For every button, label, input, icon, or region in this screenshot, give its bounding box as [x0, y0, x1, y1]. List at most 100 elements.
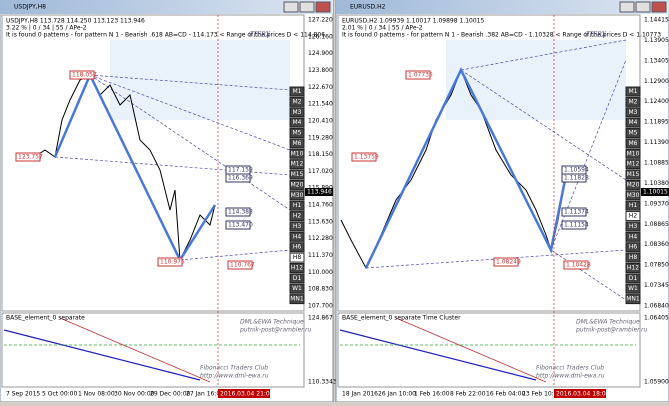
sub-pane [337, 312, 641, 388]
sub-title: BASE_element_0 separate Time Cluster [342, 315, 461, 322]
timeframe-button[interactable] [625, 252, 641, 263]
timeframe-button[interactable] [625, 169, 641, 180]
point-label-box [563, 260, 589, 270]
timeframe-button[interactable] [625, 86, 641, 97]
current-time-box [554, 389, 606, 398]
timeframe-button[interactable] [289, 252, 305, 263]
point-label: 1.11828 [564, 175, 589, 182]
timeframe-label: MN1 [290, 296, 304, 303]
sub-axis-label: 1.05900 [644, 379, 669, 386]
timeframe-label: H12 [627, 264, 639, 271]
timeframe-label: H2 [629, 213, 638, 220]
window-button[interactable] [283, 1, 299, 13]
window-button[interactable] [619, 1, 635, 13]
timeframe-label: M10 [627, 150, 640, 157]
timeframe-button[interactable] [289, 200, 305, 211]
timeframe-button[interactable] [625, 262, 641, 273]
timeframe-button[interactable] [625, 273, 641, 284]
timeframe-label: D1 [293, 275, 302, 282]
timeframe-button[interactable] [625, 231, 641, 242]
timeframe-button[interactable] [625, 221, 641, 232]
time-label: 29 Dec 00:00 [150, 391, 191, 398]
timeframe-button[interactable] [625, 211, 641, 222]
timeframe-label: D1 [629, 275, 638, 282]
price-label: 1.12900 [644, 78, 669, 85]
timeframe-button[interactable] [289, 169, 305, 180]
timeframe-label: M10 [291, 150, 304, 157]
timeframe-button[interactable] [289, 86, 305, 97]
point-label: 1.10428 [566, 262, 591, 269]
timeframe-button[interactable] [625, 200, 641, 211]
timeframe-label: M12 [291, 161, 304, 168]
timeframe-button[interactable] [289, 159, 305, 170]
timeframe-button[interactable] [625, 128, 641, 139]
timeframe-button[interactable] [625, 148, 641, 159]
window-button[interactable] [315, 1, 331, 13]
point-label: 110.975 [160, 259, 185, 266]
timeframe-button[interactable] [289, 138, 305, 149]
point-label-box [15, 152, 41, 162]
timeframe-button[interactable] [289, 242, 305, 253]
timeframe-button[interactable] [625, 159, 641, 170]
timeframe-button[interactable] [625, 96, 641, 107]
price-label: 1.12400 [644, 98, 669, 105]
timeframe-label: H4 [629, 233, 638, 240]
brand: STERX [585, 32, 607, 39]
zone [110, 40, 290, 120]
timeframe-label: H3 [293, 223, 302, 230]
window-title: EURUSD,H2 [350, 4, 386, 11]
timeframe-button[interactable] [289, 190, 305, 201]
price-label: 108.830 [308, 286, 333, 293]
timeframe-button[interactable] [289, 283, 305, 294]
timeframe-button[interactable] [289, 179, 305, 190]
timeframe-button[interactable] [625, 242, 641, 253]
timeframe-button[interactable] [289, 128, 305, 139]
timeframe-button[interactable] [289, 211, 305, 222]
price-label: 111.370 [308, 252, 333, 259]
time-label: 18 Jan 2016 [342, 391, 378, 398]
fib-line [550, 249, 627, 301]
current-price: 1.10015 [643, 189, 668, 196]
timeframe-button[interactable] [625, 283, 641, 294]
timeframe-label: M3 [629, 109, 638, 116]
timeframe-button[interactable] [625, 138, 641, 149]
timeframe-button[interactable] [289, 294, 305, 305]
time-label: 26 Jan 10:00 [378, 391, 416, 398]
current-time: 2016.03.04 21:00 [220, 391, 274, 398]
credit: http://www.dml-ewa.ru [536, 373, 605, 380]
timeframe-button[interactable] [289, 117, 305, 128]
fib-line [550, 59, 627, 251]
timeframe-label: M20 [627, 181, 640, 188]
price-label: 117.020 [308, 168, 333, 175]
timeframe-button[interactable] [289, 96, 305, 107]
timeframe-button[interactable] [625, 179, 641, 190]
timeframe-button[interactable] [289, 221, 305, 232]
timeframe-button[interactable] [625, 294, 641, 305]
timeframe-button[interactable] [625, 117, 641, 128]
title-bar [0, 0, 333, 14]
timeframe-label: MN1 [626, 296, 640, 303]
timeframe-button[interactable] [289, 107, 305, 118]
point-label: 1.07735 [408, 72, 433, 79]
timeframe-label: M1 [293, 88, 302, 95]
timeframe-button[interactable] [289, 148, 305, 159]
window-button[interactable] [635, 1, 651, 13]
point-label-box [351, 152, 377, 162]
credit: http://www.dml-ewa.ru [200, 373, 269, 380]
brand: STERX [249, 32, 271, 39]
info-line: It is found 0 patterns - for pattern N 1… [6, 32, 325, 39]
price-line [29, 74, 216, 262]
price-label: 123.800 [308, 67, 333, 74]
price-label: 1.07345 [644, 282, 669, 289]
timeframe-button[interactable] [625, 107, 641, 118]
price-label: 124.900 [308, 50, 333, 57]
timeframe-label: M4 [293, 119, 302, 126]
point-label: 114.388 [228, 209, 253, 216]
timeframe-button[interactable] [289, 262, 305, 273]
timeframe-button[interactable] [625, 190, 641, 201]
timeframe-button[interactable] [289, 231, 305, 242]
timeframe-button[interactable] [289, 273, 305, 284]
window-button[interactable] [299, 1, 315, 13]
window-button[interactable] [651, 1, 667, 13]
